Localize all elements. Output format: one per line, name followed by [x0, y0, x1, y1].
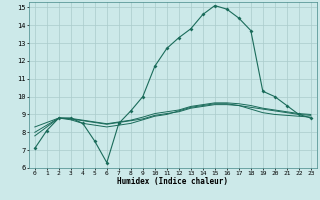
X-axis label: Humidex (Indice chaleur): Humidex (Indice chaleur)	[117, 177, 228, 186]
